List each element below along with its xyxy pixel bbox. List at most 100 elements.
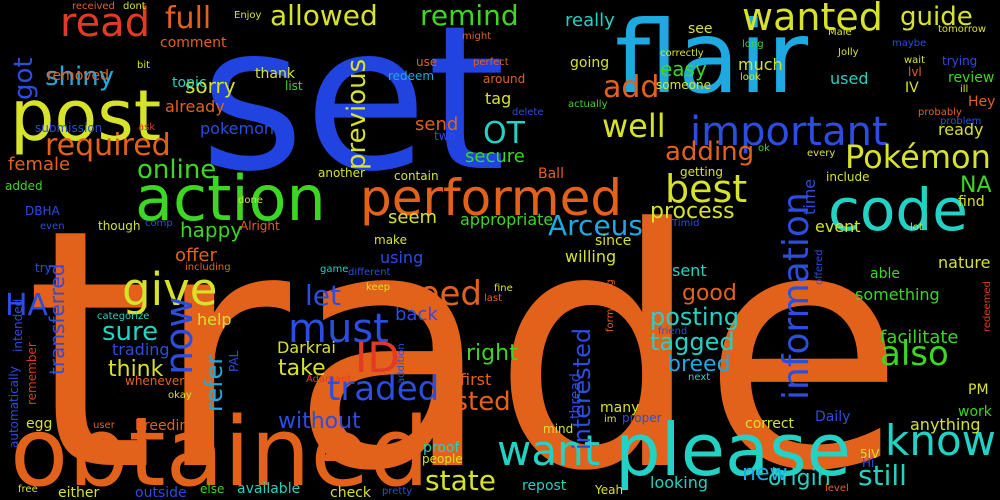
word-really: really	[565, 10, 615, 31]
word-transferred: transferred	[45, 264, 69, 375]
word-thank: thank	[255, 66, 296, 82]
word-also: also	[880, 334, 949, 374]
word-new: new	[742, 461, 787, 486]
word-pokemon: Pokémon	[845, 138, 991, 176]
word-time: time	[800, 179, 819, 215]
word-else: else	[200, 482, 224, 496]
word-might: might	[462, 31, 491, 42]
word-id: ID	[355, 333, 400, 382]
word-trying: trying	[942, 54, 977, 68]
word-around: around	[483, 72, 525, 86]
word-know: know	[885, 416, 996, 465]
word-ok: ok	[758, 143, 770, 154]
word-much: much	[738, 55, 783, 74]
word-let: let	[305, 279, 341, 312]
word-seem: seem	[388, 207, 437, 228]
word-yeah: Yeah	[594, 483, 623, 497]
word-online: online	[137, 155, 216, 185]
word-interested: interested	[568, 328, 596, 450]
word-okay: okay	[168, 390, 192, 401]
word-probably: probably	[918, 107, 962, 118]
word-posting: posting	[650, 303, 739, 331]
word-required: required	[45, 128, 171, 163]
word-trade: trade	[25, 159, 905, 500]
word-tag: tag	[485, 89, 511, 108]
word-ot: OT	[483, 116, 526, 151]
word-intended: intended	[11, 299, 25, 352]
word-must: must	[288, 306, 389, 352]
word-pal: PAL	[227, 350, 241, 372]
word-without: without	[278, 409, 361, 434]
word-already: already	[165, 97, 225, 116]
word-since: since	[595, 233, 631, 249]
word-still: still	[858, 459, 907, 492]
word-please: please	[615, 408, 851, 492]
word-add: add	[603, 70, 659, 105]
word-origin: origin	[768, 466, 831, 491]
word-offer: offer	[175, 245, 217, 266]
word-removed: removed	[47, 68, 109, 84]
word-egg: egg	[26, 416, 52, 432]
word-people: people	[422, 452, 463, 466]
word-two: two	[434, 129, 456, 143]
word-im: im	[604, 414, 617, 425]
word-lot: lot	[910, 222, 923, 233]
word-got: got	[9, 57, 39, 100]
word-nature: nature	[938, 253, 990, 272]
word-correct: correct	[745, 416, 795, 432]
word-bit: bit	[137, 60, 150, 71]
word-addition: addition	[396, 343, 407, 384]
word-dont: dont	[123, 1, 146, 12]
word-take: take	[278, 356, 326, 381]
word-long: long	[742, 39, 764, 50]
word-breed: breed	[667, 352, 731, 377]
word-offered: offered	[814, 249, 825, 285]
word-easy: easy	[660, 57, 707, 81]
word-maybe: maybe	[892, 38, 926, 49]
word-keep: keep	[366, 282, 390, 293]
word-guide: guide	[900, 2, 973, 32]
word-allowed: allowed	[270, 0, 378, 32]
word-information: information	[776, 192, 817, 400]
word-free: free	[18, 484, 38, 495]
word-outside: outside	[135, 485, 187, 500]
word-redeem: redeem	[388, 69, 434, 83]
word-redeemed: redeemed	[982, 281, 993, 332]
word-remind: remind	[420, 0, 519, 32]
word-alright: Alright	[240, 219, 280, 233]
word-hi: Hi	[862, 456, 874, 470]
word-include: include	[826, 170, 869, 184]
word-anything: anything	[910, 415, 981, 434]
word-every: every	[807, 148, 835, 159]
word-problem: problem	[940, 116, 981, 127]
word-thread: thread	[568, 373, 584, 419]
word-process: process	[650, 199, 735, 224]
word-facilitate: facilitate	[880, 327, 959, 348]
word-traded: traded	[327, 369, 439, 409]
word-adding: adding	[665, 137, 754, 167]
word-male: Male	[828, 27, 852, 38]
word-fine: fine	[494, 283, 513, 294]
word-categorize: categorize	[97, 311, 149, 322]
word-sent: sent	[672, 261, 707, 280]
word-perfect: perfect	[473, 57, 509, 68]
word-listed: listed	[440, 387, 511, 417]
word-appropriate: appropriate	[460, 210, 553, 229]
word-think: think	[108, 357, 164, 382]
word-tagged: tagged	[650, 328, 735, 356]
word-using: using	[380, 248, 423, 267]
word-send: send	[415, 114, 458, 135]
word-5iv: 5IV	[860, 447, 880, 461]
word-something: something	[855, 285, 940, 304]
word-tomorrow: tomorrow	[938, 24, 986, 35]
word-state: state	[425, 464, 496, 497]
word-delete: delete	[512, 107, 544, 118]
word-whenever: whenever	[125, 374, 184, 388]
word-set: set	[200, 0, 506, 216]
word-mind: mind	[543, 422, 573, 436]
word-trading: trading	[112, 340, 170, 359]
word-give: give	[122, 263, 217, 316]
word-going: going	[570, 55, 609, 71]
word-even: even	[40, 221, 65, 232]
word-repost: repost	[522, 478, 567, 494]
